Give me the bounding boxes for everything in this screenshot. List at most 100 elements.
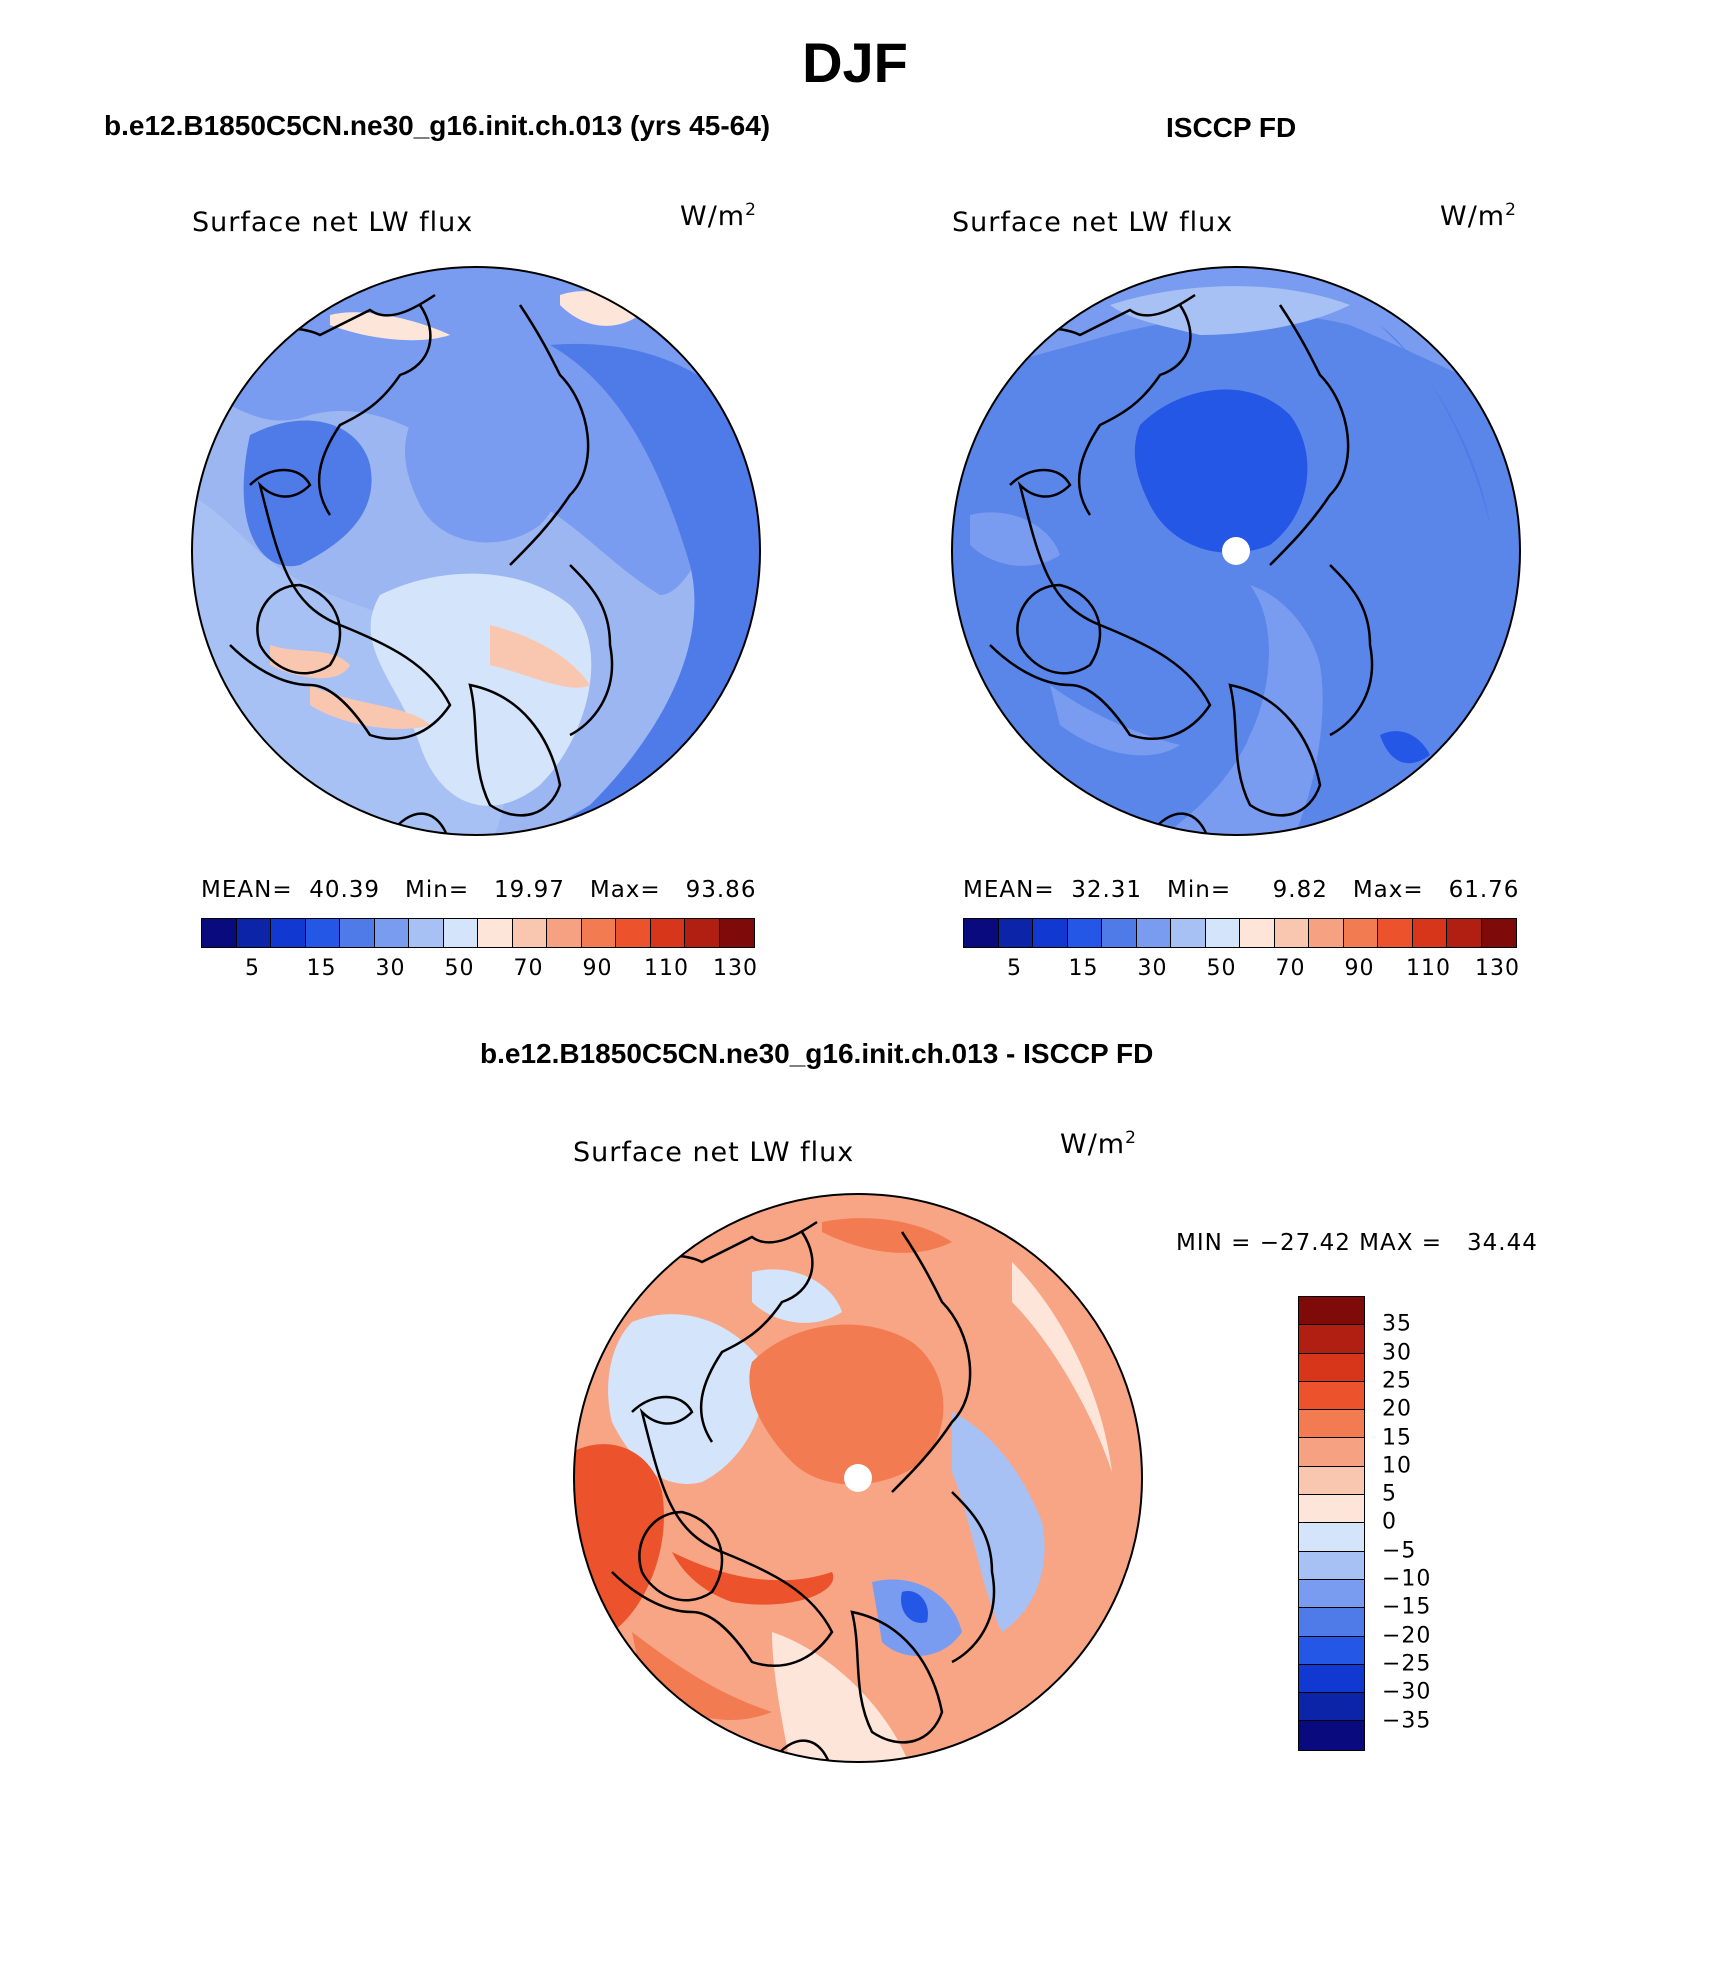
colorbar-swatch <box>1299 1693 1364 1722</box>
model-mean-label: MEAN= <box>201 877 293 903</box>
colorbar-swatch <box>1299 1636 1364 1665</box>
model-max-label: Max= <box>589 877 661 903</box>
colorbar-tick-label: 5 <box>245 956 260 981</box>
model-max-value: 93.86 <box>685 877 757 903</box>
model-colorbar-ticks: 5 15 30 50 70 90 110 130 <box>201 956 757 986</box>
diff-field-region <box>752 1269 842 1323</box>
colorbar-swatch <box>1299 1721 1364 1750</box>
diff-field-region <box>1012 1262 1112 1472</box>
colorbar-swatch <box>1481 919 1516 947</box>
diff-panel-title: b.e12.B1850C5CN.ne30_g16.init.ch.013 - I… <box>480 1038 1154 1069</box>
colorbar-tick-label: 15 <box>1382 1425 1412 1450</box>
colorbar-swatch <box>581 919 616 947</box>
model-mean-value: 40.39 <box>309 877 381 903</box>
obs-field-region <box>1150 585 1323 835</box>
diff-map-border <box>573 1193 1143 1763</box>
obs-variable-label: Surface net LW flux <box>952 207 1234 238</box>
model-field-region <box>330 312 450 341</box>
diff-pole-hole <box>844 1464 872 1492</box>
diff-variable-label: Surface net LW flux <box>573 1137 855 1168</box>
colorbar-swatch <box>964 919 999 947</box>
colorbar-tick-label: 30 <box>1382 1340 1412 1366</box>
model-min-label: Min= <box>405 877 470 903</box>
obs-panel-title: ISCCP FD <box>1166 112 1297 143</box>
diff-units-label: W/m2 <box>1060 1128 1137 1160</box>
colorbar-tick-label: −25 <box>1382 1651 1432 1677</box>
colorbar-swatch <box>1299 1325 1364 1354</box>
model-panel-title: b.e12.B1850C5CN.ne30_g16.init.ch.013 (yr… <box>104 110 771 141</box>
colorbar-swatch <box>1205 919 1240 947</box>
colorbar-tick-label: 15 <box>306 956 337 981</box>
colorbar-tick-label: 130 <box>713 956 758 981</box>
obs-min-value: 9.82 <box>1272 877 1328 903</box>
model-field-region <box>310 685 430 729</box>
diff-field-region <box>822 1218 952 1253</box>
colorbar-swatch <box>1299 1579 1364 1609</box>
model-min-value: 19.97 <box>494 877 565 903</box>
model-map-border <box>191 266 761 836</box>
colorbar-swatch <box>478 919 513 947</box>
colorbar-swatch <box>1299 1438 1364 1467</box>
main-title: DJF <box>802 31 908 94</box>
colorbar-swatch <box>616 919 651 947</box>
colorbar-swatch <box>1299 1664 1364 1694</box>
colorbar-swatch <box>1299 1381 1364 1411</box>
colorbar-swatch <box>409 919 444 947</box>
obs-colorbar <box>963 918 1517 948</box>
model-field-region <box>490 625 590 688</box>
colorbar-tick-label: 0 <box>1382 1509 1397 1535</box>
obs-coastlines <box>989 293 1374 835</box>
colorbar-tick-label: 20 <box>1382 1396 1412 1422</box>
colorbar-tick-label: −35 <box>1382 1708 1432 1733</box>
diff-colorbar <box>1298 1296 1365 1751</box>
diff-field-region <box>772 1632 912 1762</box>
obs-polar-map <box>951 266 1521 836</box>
colorbar-tick-label: 15 <box>1068 956 1099 981</box>
colorbar-tick-label: 10 <box>1382 1453 1412 1479</box>
diff-field-region <box>952 1412 1045 1632</box>
colorbar-swatch <box>1033 919 1068 947</box>
diff-polar-map <box>573 1193 1143 1763</box>
colorbar-swatch <box>1102 919 1137 947</box>
model-colorbar <box>201 918 755 948</box>
colorbar-tick-label: −10 <box>1382 1566 1432 1592</box>
colorbar-swatch <box>1299 1608 1364 1637</box>
colorbar-tick-label: 110 <box>1406 956 1451 981</box>
colorbar-tick-label: 70 <box>513 956 544 981</box>
obs-colorbar-ticks: 5 15 30 50 70 90 110 130 <box>963 956 1519 986</box>
colorbar-swatch <box>547 919 582 947</box>
colorbar-tick-label: 130 <box>1475 956 1520 981</box>
colorbar-tick-label: 30 <box>1137 956 1168 981</box>
colorbar-swatch <box>1299 1353 1364 1382</box>
model-field-region <box>560 291 640 326</box>
diff-field-region <box>901 1591 928 1623</box>
obs-mean-label: MEAN= <box>963 877 1055 903</box>
model-polar-map <box>191 266 761 836</box>
colorbar-swatch <box>443 919 478 947</box>
colorbar-swatch <box>1136 919 1171 947</box>
model-field-region <box>243 420 372 567</box>
obs-mean-value: 32.31 <box>1071 877 1143 903</box>
diff-field-region <box>749 1324 944 1485</box>
obs-units-label: W/m2 <box>1440 200 1517 232</box>
colorbar-swatch <box>1309 919 1344 947</box>
colorbar-swatch <box>1412 919 1447 947</box>
model-stats: MEAN= 40.39 Min= 19.97 Max= 93.86 <box>201 877 756 903</box>
colorbar-swatch <box>1240 919 1275 947</box>
colorbar-tick-label: 25 <box>1382 1368 1412 1394</box>
obs-field-region <box>1380 731 1430 764</box>
colorbar-swatch <box>1299 1466 1364 1496</box>
colorbar-swatch <box>305 919 340 947</box>
colorbar-swatch <box>650 919 685 947</box>
obs-pole-hole <box>1222 537 1250 565</box>
colorbar-swatch <box>1299 1523 1364 1552</box>
colorbar-swatch <box>1343 919 1378 947</box>
colorbar-swatch <box>1171 919 1206 947</box>
model-variable-label: Surface net LW flux <box>192 207 474 238</box>
diff-field-region <box>608 1314 764 1484</box>
colorbar-swatch <box>202 919 237 947</box>
colorbar-swatch <box>719 919 754 947</box>
colorbar-tick-label: 5 <box>1382 1481 1397 1507</box>
colorbar-tick-label: −15 <box>1382 1594 1432 1620</box>
colorbar-swatch <box>512 919 547 947</box>
